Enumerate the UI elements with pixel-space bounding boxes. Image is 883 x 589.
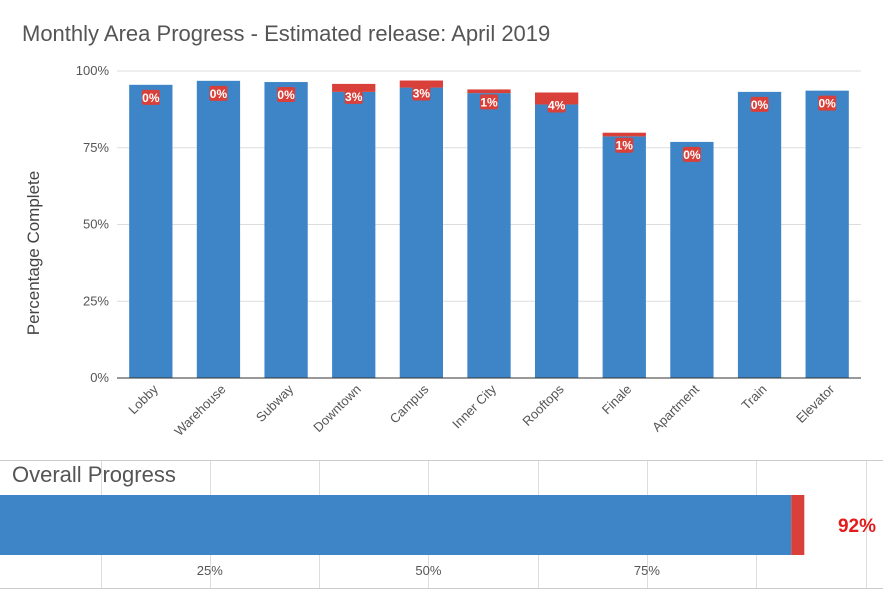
data-label-background	[615, 137, 634, 153]
overall-tick-labels: 25% 50% 75%	[197, 563, 661, 578]
bar-segment	[264, 82, 308, 378]
data-label-background	[818, 95, 837, 111]
overall-bar-segment	[791, 495, 805, 555]
overall-tick-label: 25%	[197, 563, 223, 578]
bar-segment	[399, 80, 444, 88]
chart-title: Monthly Area Progress - Estimated releas…	[22, 21, 550, 46]
y-tick-label: 100%	[76, 63, 110, 78]
bar-segment	[467, 93, 511, 378]
data-label-background	[141, 89, 160, 105]
x-tick-label: Elevator	[793, 381, 838, 426]
data-label: 0%	[210, 87, 228, 101]
x-tick-label: Warehouse	[171, 382, 228, 439]
overall-progress-chart: Overall Progress 92% 25% 50% 75%	[0, 460, 883, 589]
bar-segment	[670, 141, 714, 378]
data-label-background	[277, 87, 296, 103]
bars: 0% 0% 0% 3% 3% 1% 4% 1% 0% 0% 0%	[129, 80, 849, 378]
bar-segment	[332, 83, 376, 92]
data-label: 0%	[683, 148, 701, 162]
data-label: 0%	[819, 97, 837, 111]
y-tick-label: 25%	[83, 293, 109, 308]
overall-tick-label: 50%	[415, 563, 441, 578]
data-label: 1%	[480, 95, 498, 109]
y-tick-label: 50%	[83, 217, 109, 232]
overall-bar-segment	[0, 495, 792, 555]
x-tick-label: Apartment	[649, 381, 702, 434]
data-label: 0%	[751, 98, 769, 112]
data-label-background	[682, 146, 701, 162]
monthly-area-progress-chart: Monthly Area Progress - Estimated releas…	[22, 21, 861, 439]
data-label: 1%	[616, 139, 634, 153]
x-tick-label: Campus	[387, 381, 432, 426]
data-label-background	[412, 85, 431, 101]
x-tick-label: Lobby	[125, 381, 161, 417]
bar-segment	[602, 136, 646, 378]
data-label-background	[209, 85, 228, 101]
x-tick-label: Subway	[253, 381, 297, 425]
x-tick-label: Train	[738, 382, 769, 413]
overall-title: Overall Progress	[12, 462, 176, 487]
data-label: 3%	[413, 87, 431, 101]
bar-segment	[737, 91, 782, 378]
x-tick-label: Inner City	[449, 381, 499, 431]
overall-tick-label: 75%	[634, 563, 660, 578]
x-tick-labels: Lobby Warehouse Subway Downtown Campus Inner …	[125, 381, 837, 439]
data-label-background	[750, 96, 769, 112]
bar-segment	[805, 90, 849, 378]
x-tick-label: Rooftops	[519, 381, 567, 429]
data-label: 3%	[345, 90, 363, 104]
bar-segment	[196, 80, 241, 378]
bar-segment	[332, 91, 376, 378]
data-label-background	[547, 97, 566, 113]
overall-bar	[0, 495, 805, 555]
x-tick-label: Downtown	[310, 382, 364, 436]
y-tick-label: 75%	[83, 140, 109, 155]
bar-segment	[534, 104, 579, 378]
y-tick-label: 0%	[90, 370, 109, 385]
data-label-background	[480, 94, 498, 110]
data-label: 0%	[277, 88, 295, 102]
bar-segment	[602, 132, 646, 137]
x-tick-label: Finale	[599, 382, 635, 418]
bar-segment	[129, 84, 173, 378]
y-tick-labels: 0% 25% 50% 75% 100%	[76, 63, 110, 385]
data-label: 0%	[142, 91, 160, 105]
bar-segment	[399, 87, 444, 378]
data-label-background	[344, 88, 363, 104]
overall-value-label: 92%	[838, 516, 876, 537]
y-axis-title: Percentage Complete	[24, 171, 43, 335]
bar-segment	[467, 89, 511, 94]
data-label: 4%	[548, 98, 566, 112]
